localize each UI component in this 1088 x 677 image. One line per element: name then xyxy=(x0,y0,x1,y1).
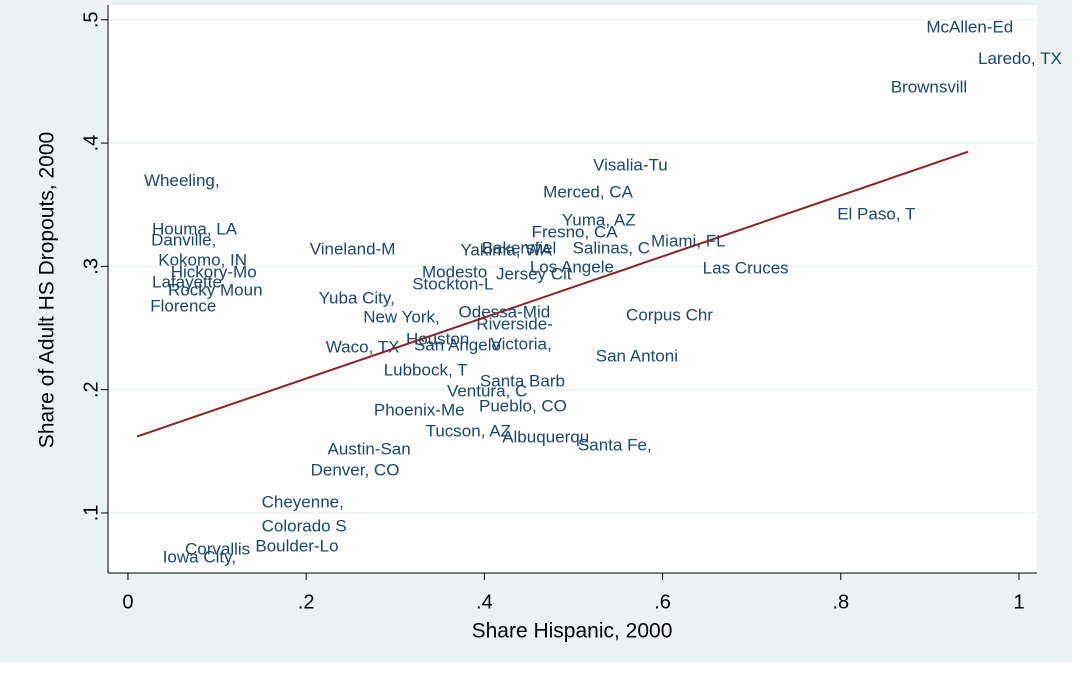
y-axis-title: Share of Adult HS Dropouts, 2000 xyxy=(36,132,59,448)
point-label: Pueblo, CO xyxy=(479,396,567,415)
point-label: Riverside- xyxy=(476,314,553,333)
point-label: Miami, FL xyxy=(651,231,726,250)
point-label: Laredo, TX xyxy=(978,49,1062,68)
point-label: Lubbock, T xyxy=(384,360,468,379)
point-label: Odessa-Mid xyxy=(459,302,551,321)
point-label: Houma, LA xyxy=(152,219,238,238)
point-label: Lafayette xyxy=(152,272,222,291)
y-tick-label: .5 xyxy=(80,11,102,28)
point-label: San Antoni xyxy=(596,346,678,365)
point-label: Victoria, xyxy=(491,334,552,353)
point-label: Rocky Moun xyxy=(168,280,262,299)
point-label: Boulder-Lo xyxy=(255,536,338,555)
point-label: Yakima, WA xyxy=(460,240,552,259)
point-label: Colorado S xyxy=(262,516,347,535)
point-label: El Paso, T xyxy=(837,204,915,223)
point-label: Waco, TX xyxy=(326,337,400,356)
point-label: Las Cruces xyxy=(703,258,789,277)
point-label: Cheyenne, xyxy=(262,492,344,511)
point-label: Los Angele xyxy=(530,257,614,276)
point-label: San Angelo xyxy=(414,335,501,354)
point-label: New York, xyxy=(363,307,440,326)
point-label: Corpus Chr xyxy=(626,305,713,324)
x-tick-label: 0 xyxy=(122,591,133,613)
point-label: Visalia-Tu xyxy=(593,155,668,174)
point-label: Phoenix-Me xyxy=(374,400,465,419)
point-label: McAllen-Ed xyxy=(926,17,1013,36)
point-label: Stockton-L xyxy=(412,274,493,293)
y-tick-label: .4 xyxy=(80,135,102,152)
point-label: Hickory-Mo xyxy=(171,262,257,281)
x-tick-label: .4 xyxy=(476,591,493,613)
point-label: Danville, xyxy=(151,230,216,249)
point-label: Santa Barb xyxy=(480,371,565,390)
x-axis-title: Share Hispanic, 2000 xyxy=(472,620,673,643)
point-label: Denver, CO xyxy=(311,460,400,479)
point-label: Florence xyxy=(150,296,216,315)
point-label: Merced, CA xyxy=(543,182,633,201)
point-label: Jersey Cit xyxy=(496,264,572,283)
point-label: Tucson, AZ xyxy=(426,421,511,440)
point-label: Vineland-M xyxy=(310,239,396,258)
fit-line xyxy=(136,150,969,438)
x-tick-label: 1 xyxy=(1013,591,1024,613)
x-tick-label: .6 xyxy=(654,591,671,613)
point-label: Bakersfiel xyxy=(482,238,557,257)
point-label: Fresno, CA xyxy=(532,222,619,241)
point-label: Yuma, AZ xyxy=(562,210,636,229)
point-label: Modesto xyxy=(422,262,487,281)
y-tick-label: .3 xyxy=(80,258,102,275)
point-label: Ventura, C xyxy=(447,381,527,400)
y-tick-label: .2 xyxy=(80,381,102,398)
point-label: Corvallis xyxy=(185,539,250,558)
point-label: Santa Fe, xyxy=(578,435,652,454)
x-tick-label: .2 xyxy=(298,591,315,613)
plot-region xyxy=(108,5,1037,573)
point-label: Brownsvill xyxy=(891,77,968,96)
point-label: Yuba City, xyxy=(319,288,395,307)
point-label: Iowa City, xyxy=(163,547,236,566)
x-tick-label: .8 xyxy=(832,591,849,613)
point-label: Austin-San xyxy=(328,439,411,458)
point-label: Albuquerqu xyxy=(502,427,589,446)
point-label: Houston xyxy=(406,329,469,348)
y-tick-label: .1 xyxy=(80,505,102,522)
point-label: Wheeling, xyxy=(144,171,220,190)
point-label: Salinas, C xyxy=(573,238,650,257)
point-label: Kokomo, IN xyxy=(158,250,247,269)
